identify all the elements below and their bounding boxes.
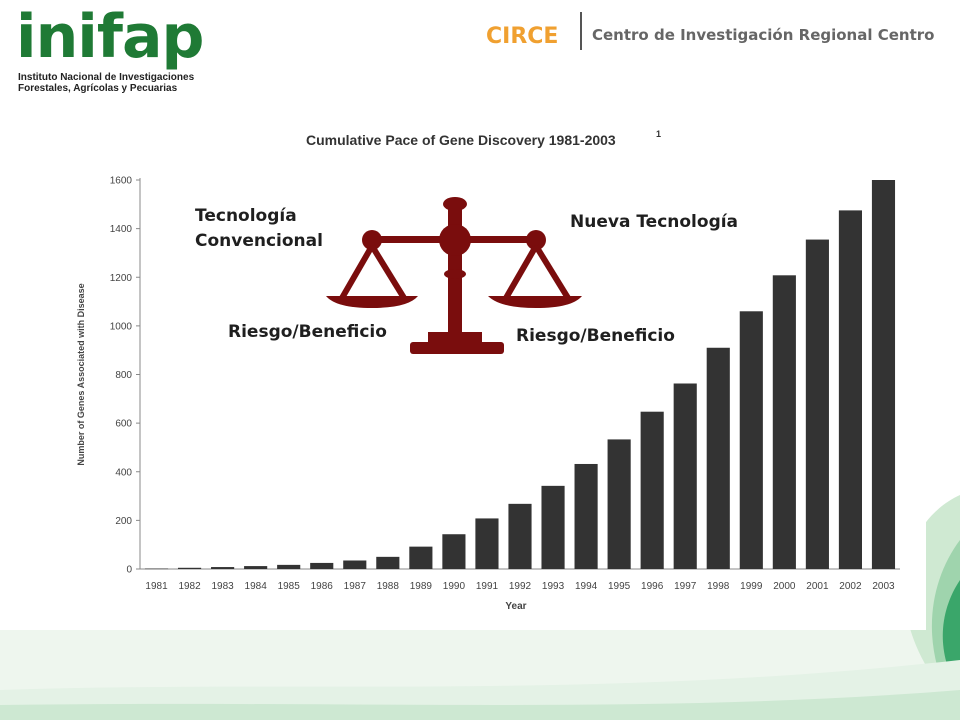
bar-1998 xyxy=(706,347,730,569)
y-tick-label: 200 xyxy=(115,516,132,527)
bar-1991 xyxy=(475,518,499,569)
chart-title-superscript: 1 xyxy=(656,129,661,139)
bar-1986 xyxy=(310,562,334,569)
x-tick-label: 1986 xyxy=(311,581,334,592)
x-tick-label: 1985 xyxy=(278,581,301,592)
logo-subtitle-line1: Instituto Nacional de Investigaciones xyxy=(18,72,195,83)
bar-1996 xyxy=(640,411,664,569)
x-tick-label: 1997 xyxy=(674,581,697,592)
y-tick-label: 1200 xyxy=(110,273,133,284)
chart-panel: Cumulative Pace of Gene Discovery 1981-2… xyxy=(18,112,926,630)
conventional-technology-line2: Convencional xyxy=(195,231,323,251)
bar-1982 xyxy=(178,567,202,569)
balance-scale-icon xyxy=(326,197,582,354)
conventional-technology-label: Tecnología Convencional xyxy=(195,204,323,254)
inifap-logo: inifap xyxy=(16,2,204,72)
y-tick-label: 400 xyxy=(115,467,132,478)
right-risk-benefit-label: Riesgo/Beneficio xyxy=(516,326,675,346)
bar-1997 xyxy=(673,383,697,569)
gene-discovery-chart: Cumulative Pace of Gene Discovery 1981-2… xyxy=(76,129,900,612)
x-tick-label: 1999 xyxy=(740,581,763,592)
conventional-technology-line1: Tecnología xyxy=(195,206,297,226)
x-tick-label: 1982 xyxy=(178,581,201,592)
bar-1989 xyxy=(409,546,433,569)
y-tick-label: 1000 xyxy=(110,321,133,332)
x-tick-label: 1983 xyxy=(211,581,234,592)
x-tick-label: 1996 xyxy=(641,581,664,592)
x-tick-label: 1994 xyxy=(575,581,598,592)
x-tick-label: 1995 xyxy=(608,581,631,592)
x-tick-label: 1991 xyxy=(476,581,499,592)
logo-subtitle-line2: Forestales, Agrícolas y Pecuarias xyxy=(18,83,178,94)
bar-2003 xyxy=(871,180,896,569)
bar-1983 xyxy=(211,567,235,569)
bar-2002 xyxy=(838,210,862,569)
bar-1993 xyxy=(541,485,565,569)
bar-1987 xyxy=(343,560,367,569)
bar-1990 xyxy=(442,534,466,569)
left-risk-benefit-label: Riesgo/Beneficio xyxy=(228,322,387,342)
x-tick-label: 1998 xyxy=(707,581,730,592)
x-tick-label: 1988 xyxy=(377,581,400,592)
centro-label: Centro de Investigación Regional Centro xyxy=(592,26,935,44)
header-divider xyxy=(580,12,582,50)
bar-1995 xyxy=(607,439,631,569)
bar-1988 xyxy=(376,556,400,569)
x-tick-label: 1987 xyxy=(344,581,367,592)
logo-subtitle: Instituto Nacional de Investigaciones Fo… xyxy=(18,72,238,94)
y-tick-label: 1600 xyxy=(110,176,133,187)
chart-title: Cumulative Pace of Gene Discovery 1981-2… xyxy=(306,132,616,148)
x-tick-label: 1989 xyxy=(410,581,433,592)
bar-2000 xyxy=(772,275,796,569)
y-tick-label: 600 xyxy=(115,419,132,430)
x-tick-label: 2003 xyxy=(872,581,895,592)
bar-1985 xyxy=(277,564,301,569)
circe-label: CIRCE xyxy=(486,24,559,49)
y-tick-label: 0 xyxy=(126,565,132,576)
y-tick-label: 1400 xyxy=(110,224,133,235)
bar-1981 xyxy=(144,568,169,570)
bar-1992 xyxy=(508,503,532,569)
bar-1994 xyxy=(574,463,598,569)
x-tick-label: 1981 xyxy=(145,581,168,592)
y-axis-label: Number of Genes Associated with Disease xyxy=(76,283,86,465)
bar-1999 xyxy=(739,311,763,569)
x-tick-label: 2001 xyxy=(806,581,829,592)
x-tick-label: 1992 xyxy=(509,581,532,592)
x-tick-label: 1990 xyxy=(443,581,466,592)
y-tick-label: 800 xyxy=(115,370,132,381)
bar-1984 xyxy=(244,566,268,569)
x-tick-label: 1993 xyxy=(542,581,565,592)
bar-2001 xyxy=(805,239,829,570)
x-tick-label: 1984 xyxy=(245,581,268,592)
x-tick-label: 2002 xyxy=(839,581,862,592)
x-axis-label: Year xyxy=(505,601,526,612)
x-tick-label: 2000 xyxy=(773,581,796,592)
new-technology-label: Nueva Tecnología xyxy=(570,212,739,232)
